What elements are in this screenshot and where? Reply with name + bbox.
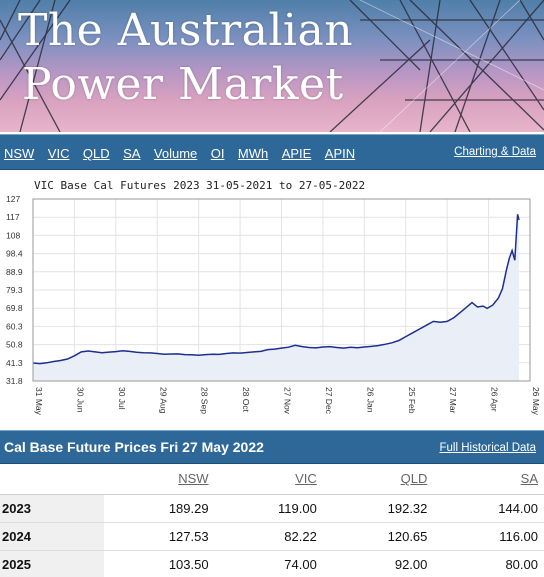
y-tick-label: 41.3 xyxy=(6,358,23,368)
x-tick-label: 28 Oct xyxy=(241,387,251,413)
y-tick-label: 98.4 xyxy=(6,249,23,259)
price-cell: 144.00 xyxy=(433,494,544,523)
prices-table: NSW VIC QLD SA 2023 189.29 119.00 192.32… xyxy=(0,464,544,577)
region-nav-bar: NSW VIC QLD SA Volume OI MWh APIE APIN C… xyxy=(0,134,544,170)
region-links: NSW VIC QLD SA Volume OI MWh APIE APIN xyxy=(4,145,364,163)
nav-link-oi[interactable]: OI xyxy=(210,146,225,161)
x-tick-label: 28 Sep xyxy=(200,387,210,414)
year-header xyxy=(0,464,104,495)
price-cell: 74.00 xyxy=(214,550,323,577)
nav-link-volume[interactable]: Volume xyxy=(153,146,198,161)
full-historical-data-link[interactable]: Full Historical Data xyxy=(439,442,537,454)
x-tick-label: 31 May xyxy=(34,387,44,416)
price-chart-panel: 127 117 108 98.4 88.9 79.3 69.8 60.3 50.8 41.3 31.… xyxy=(0,170,544,430)
x-tick-label: 27 Dec xyxy=(324,387,334,415)
row-year: 2024 xyxy=(0,522,104,551)
table-row: 2024 127.53 82.22 120.65 116.00 xyxy=(0,522,544,551)
nav-link-apie[interactable]: APIE xyxy=(281,146,312,161)
nav-link-nsw[interactable]: NSW xyxy=(4,146,35,161)
row-year: 2025 xyxy=(0,550,104,577)
series-line xyxy=(32,214,520,365)
price-cell: 127.53 xyxy=(104,522,215,551)
site-title: The Australian Power Market xyxy=(18,4,353,112)
price-cell: 116.00 xyxy=(433,522,544,551)
table-row: 2023 189.29 119.00 192.32 144.00 xyxy=(0,494,544,523)
y-tick-label: 117 xyxy=(6,212,20,222)
y-tick-label: 127 xyxy=(6,194,20,204)
header-banner: The Australian Power Market xyxy=(0,0,544,132)
site-title-line1: The Australian xyxy=(18,5,354,56)
col-header-sa[interactable]: SA xyxy=(433,464,544,495)
x-tick-label: 27 Mar xyxy=(448,387,458,414)
site-title-line2: Power Market xyxy=(22,59,344,110)
price-cell: 120.65 xyxy=(322,522,434,551)
y-tick-label: 50.8 xyxy=(6,340,23,350)
price-cell: 192.32 xyxy=(322,494,434,523)
charting-data-link[interactable]: Charting & Data xyxy=(454,146,536,158)
nav-link-apin[interactable]: APIN xyxy=(324,146,356,161)
price-cell: 82.22 xyxy=(214,522,323,551)
prices-header-row: NSW VIC QLD SA xyxy=(0,464,544,495)
price-cell: 92.00 xyxy=(322,550,434,577)
futures-chart: 127 117 108 98.4 88.9 79.3 69.8 60.3 50.8 41.3 31.… xyxy=(6,194,541,416)
x-tick-label: 29 Aug xyxy=(158,387,168,414)
x-tick-label: 26 May xyxy=(531,387,541,416)
col-header-vic[interactable]: VIC xyxy=(214,464,323,495)
nav-link-qld[interactable]: QLD xyxy=(82,146,110,161)
plot-frame xyxy=(32,198,531,382)
col-header-qld[interactable]: QLD xyxy=(322,464,434,495)
x-tick-label: 30 Jul xyxy=(117,387,127,410)
price-cell: 189.29 xyxy=(104,494,215,523)
prices-title: Cal Base Future Prices Fri 27 May 2022 xyxy=(4,439,264,455)
nav-link-vic[interactable]: VIC xyxy=(47,146,70,161)
x-tick-label: 25 Feb xyxy=(407,387,417,414)
y-tick-label: 69.8 xyxy=(6,303,23,313)
power-tower-illustration xyxy=(0,0,544,132)
y-tick-label: 60.3 xyxy=(6,321,23,331)
x-tick-label: 26 Jan xyxy=(365,387,375,413)
y-tick-label: 108 xyxy=(6,230,20,240)
x-tick-label: 26 Apr xyxy=(490,387,500,412)
y-tick-label: 79.3 xyxy=(6,285,23,295)
y-tick-label: 88.9 xyxy=(6,267,23,277)
y-tick-label: 31.8 xyxy=(6,376,23,386)
price-cell: 103.50 xyxy=(104,550,215,577)
table-row: 2025 103.50 74.00 92.00 80.00 xyxy=(0,550,544,577)
nav-link-sa[interactable]: SA xyxy=(123,146,141,161)
price-cell: 80.00 xyxy=(433,550,544,577)
x-tick-label: 27 Nov xyxy=(283,387,293,415)
col-header-nsw[interactable]: NSW xyxy=(104,464,215,495)
chart-title: VIC Base Cal Futures 2023 31-05-2021 to … xyxy=(34,179,366,192)
series-area xyxy=(33,214,519,381)
nav-link-mwh[interactable]: MWh xyxy=(237,146,269,161)
row-year: 2023 xyxy=(0,494,104,523)
prices-header-bar: Cal Base Future Prices Fri 27 May 2022 F… xyxy=(0,430,544,464)
price-cell: 119.00 xyxy=(214,494,323,523)
x-tick-label: 30 Jun xyxy=(75,387,85,413)
